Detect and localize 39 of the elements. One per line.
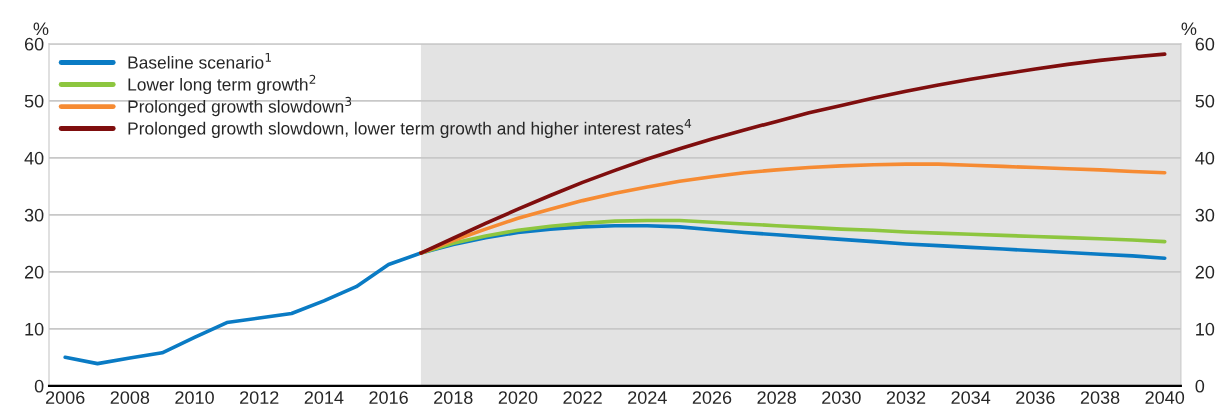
x-tick-label: 2012 <box>240 391 279 404</box>
x-tick-label: 2036 <box>1016 391 1055 404</box>
x-tick-label: 2028 <box>757 391 796 404</box>
y-tick-label: 40 <box>24 151 44 165</box>
x-tick-label: 2040 <box>1145 391 1185 404</box>
y2-tick-label: 0 <box>1195 379 1205 393</box>
x-tick-label: 2032 <box>886 391 926 404</box>
x-tick-label: 2022 <box>563 391 602 404</box>
y-tick-label: 20 <box>24 265 44 279</box>
y2-tick-label: 20 <box>1195 265 1215 279</box>
y2-tick-label: 10 <box>1196 322 1215 336</box>
x-tick-label: 2034 <box>951 391 991 404</box>
y2-tick-label: 30 <box>1195 208 1215 222</box>
y2-tick-label: 60 <box>1195 37 1215 51</box>
x-tick-label: 2008 <box>110 391 150 404</box>
y2-tick-label: 50 <box>1195 94 1215 108</box>
x-tick-label: 2024 <box>628 391 667 404</box>
legend-label: Prolonged growth slowdown, lower term growth and higher interest rates$^{4}$ <box>128 118 692 139</box>
y-tick-label: 50 <box>24 94 44 108</box>
x-tick-label: 2006 <box>46 391 85 404</box>
x-tick-label: 2020 <box>498 391 538 404</box>
legend-label: Lower long term growth$^{2}$ <box>128 74 316 95</box>
x-tick-label: 2026 <box>692 391 732 404</box>
line-series <box>63 223 1167 366</box>
x-tick-label: 2030 <box>822 391 861 404</box>
legend-label: Baseline scenario$^{1}$ <box>128 52 271 69</box>
y-tick-label: 10 <box>25 322 44 336</box>
y-tick-label: 0 <box>34 379 44 393</box>
y2-axis-title: % <box>1181 22 1197 36</box>
y2-tick-label: 40 <box>1195 151 1215 165</box>
x-tick-label: 2016 <box>369 391 408 404</box>
y-tick-label: 30 <box>24 208 44 222</box>
legend-label: Prolonged growth slowdown$^{3}$ <box>128 96 352 117</box>
x-tick-label: 2014 <box>304 391 344 404</box>
x-tick-label: 2010 <box>175 391 214 404</box>
y-tick-label: 60 <box>24 37 44 51</box>
y-axis-title: % <box>33 22 49 36</box>
x-tick-label: 2018 <box>434 391 473 404</box>
x-tick-label: 2038 <box>1080 391 1120 404</box>
